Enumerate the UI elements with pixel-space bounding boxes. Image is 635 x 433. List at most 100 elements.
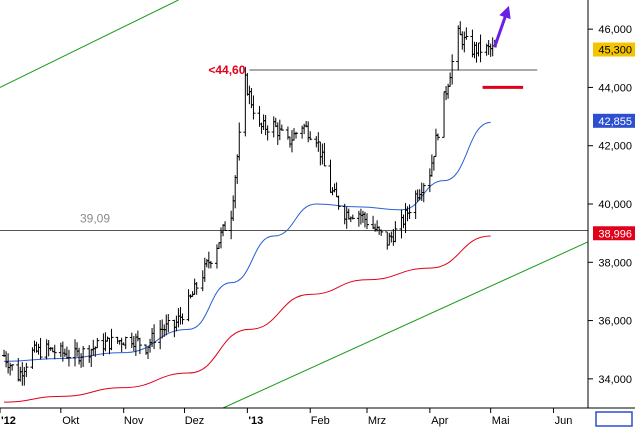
price-bar	[245, 72, 250, 96]
price-bar	[52, 344, 57, 360]
price-bar	[344, 206, 349, 229]
trendline-upper	[0, 0, 179, 88]
price-bar	[435, 133, 440, 141]
y-tick-label: 34,000	[598, 374, 632, 386]
price-bar	[448, 72, 453, 87]
price-bar	[22, 366, 27, 386]
price-bar	[6, 353, 11, 374]
annotations-group: <44,60 39,09	[80, 5, 524, 226]
price-bar	[107, 337, 112, 355]
price-bar	[379, 229, 384, 236]
moving-averages-group	[4, 121, 491, 403]
price-bar	[233, 175, 238, 209]
price-bar	[375, 220, 380, 232]
price-bar	[322, 142, 327, 167]
price-bar	[158, 320, 163, 350]
price-bar	[279, 124, 284, 131]
price-bar	[115, 336, 120, 344]
x-tick-label: Mai	[492, 415, 510, 427]
last-value-badge	[593, 113, 635, 128]
price-bar	[48, 346, 53, 351]
price-bar	[456, 25, 461, 71]
price-bar	[486, 40, 491, 55]
price-bar	[73, 339, 78, 367]
price-bar	[247, 85, 252, 105]
price-bar	[166, 314, 171, 333]
price-bar	[360, 210, 365, 223]
last-value-label: 42,855	[598, 116, 632, 128]
price-bar	[306, 121, 311, 143]
price-bar	[407, 204, 412, 220]
x-tick-label: Dez	[185, 415, 205, 427]
price-bar	[403, 203, 408, 234]
price-bar	[44, 339, 49, 360]
price-bar	[202, 257, 207, 282]
x-tick-label: Feb	[311, 415, 330, 427]
price-bar	[385, 231, 390, 250]
price-bar	[105, 336, 110, 342]
price-bar	[38, 337, 43, 360]
price-bar	[265, 125, 270, 141]
price-bar	[103, 332, 108, 352]
price-bar	[421, 183, 426, 203]
arrow-shaft	[493, 11, 509, 48]
y-tick-label: 36,000	[598, 316, 632, 328]
price-bar	[470, 29, 475, 58]
price-bar	[223, 221, 228, 232]
price-bar	[429, 154, 434, 177]
price-bar	[62, 348, 67, 357]
price-bar	[89, 348, 94, 368]
price-bar	[79, 353, 84, 368]
price-bar	[364, 213, 369, 230]
price-bar	[58, 342, 63, 358]
price-bar	[308, 131, 313, 141]
price-bar	[356, 210, 361, 227]
price-bar	[131, 336, 136, 352]
price-bar	[81, 346, 86, 367]
price-bar	[342, 203, 347, 225]
price-bar	[164, 314, 169, 336]
price-bar	[387, 232, 392, 246]
price-bar	[20, 362, 25, 386]
price-bar	[91, 339, 96, 356]
price-bar	[75, 342, 80, 357]
x-tick-label: Apr	[431, 415, 448, 427]
price-bar	[10, 364, 15, 371]
price-bar	[259, 122, 264, 134]
price-bar	[314, 136, 319, 148]
price-bar	[277, 119, 282, 141]
price-bar	[64, 346, 69, 360]
last-value-badge	[593, 226, 635, 241]
price-bar	[190, 291, 195, 297]
price-bar	[172, 319, 177, 338]
price-bar	[320, 143, 325, 165]
price-bar	[476, 42, 481, 57]
price-bar	[399, 209, 404, 239]
last-value-badge	[593, 42, 635, 57]
price-bar	[478, 34, 483, 63]
price-bar	[243, 66, 248, 137]
x-tick-label: Mrz	[368, 415, 386, 427]
price-bar	[285, 126, 290, 140]
price-bar	[208, 260, 213, 269]
resistance-label: <44,60	[208, 63, 245, 77]
last-value-label: 38,996	[598, 228, 632, 240]
price-bar	[180, 313, 185, 325]
price-bar	[101, 333, 106, 357]
price-bar	[206, 251, 211, 269]
price-bar	[66, 349, 71, 367]
price-bar	[186, 289, 191, 322]
trendlines-group	[0, 0, 588, 408]
price-bar	[472, 41, 477, 59]
last-value-label: 45,300	[598, 45, 632, 57]
price-bar	[328, 159, 333, 193]
price-bar	[194, 282, 199, 295]
price-bar	[24, 362, 29, 378]
price-bar	[129, 332, 134, 348]
price-bar	[450, 54, 455, 85]
y-tick-label: 46,000	[598, 24, 632, 36]
price-bar	[231, 195, 236, 222]
price-bar	[204, 258, 209, 268]
price-bar	[401, 214, 406, 229]
